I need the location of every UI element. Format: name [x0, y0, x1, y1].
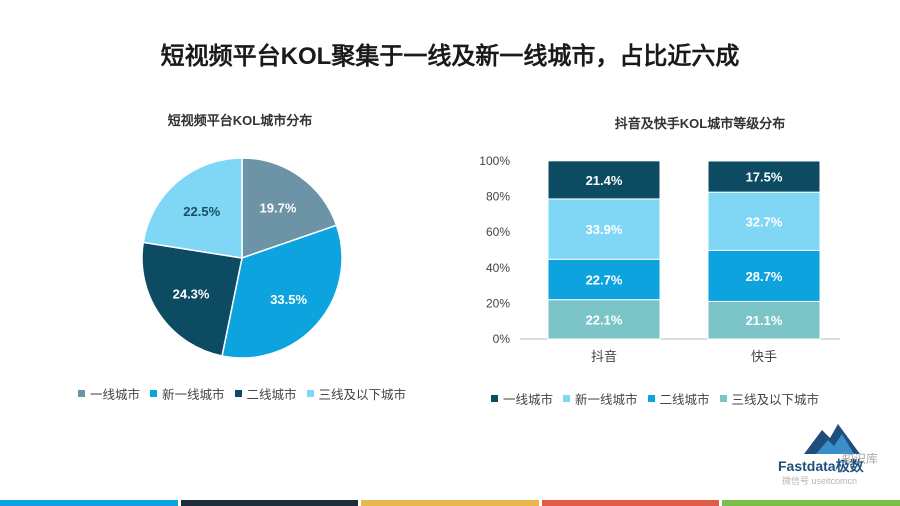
bar-legend: 一线城市 新一线城市 二线城市 三线及以下城市: [491, 389, 829, 408]
y-tick-label: 0%: [493, 332, 511, 346]
bottom-bar-segment: [541, 500, 720, 506]
legend-item: 一线城市: [491, 389, 553, 408]
pie-slice: [221, 224, 343, 359]
legend-item: 二线城市: [234, 384, 297, 403]
bar-data-label: 32.7%: [746, 214, 783, 229]
y-tick-label: 80%: [486, 190, 510, 204]
legend-label: 新一线城市: [575, 393, 638, 407]
legend-label: 新一线城市: [162, 388, 225, 402]
legend-item: 三线及以下城市: [719, 389, 820, 408]
bar-segment: [547, 198, 661, 260]
legend-item: 一线城市: [78, 384, 140, 403]
bar-data-label: 22.1%: [586, 312, 623, 327]
pie-slice: [142, 157, 243, 259]
stacked-bar-chart: 0% 20% 40% 60% 80% 100% 22.1% 22.7% 33.9% 21.4% 抖音…: [479, 154, 840, 364]
legend-item: 二线城市: [647, 389, 710, 408]
pie-chart: 19.7% 33.5% 24.3% 22.5%: [141, 157, 343, 359]
bar-segment: [547, 160, 661, 200]
bar-segment: [547, 299, 661, 340]
page-title: 短视频平台KOL聚集于一线及新一线城市，占比近六成: [160, 43, 740, 70]
x-category-label: 快手: [751, 349, 777, 364]
bar-data-label: 22.7%: [586, 272, 623, 287]
legend-item: 三线及以下城市: [306, 384, 407, 403]
bottom-bar-segment: [722, 500, 900, 506]
bar-data-label: 33.9%: [586, 222, 623, 237]
bottom-bar-segment: [361, 500, 539, 506]
legend-swatch: [78, 390, 85, 397]
legend-swatch: [150, 390, 158, 397]
brand-logo: Fastdata极数 知识库 微信号 useitcomcn: [778, 420, 888, 492]
bar-data-label: 28.7%: [746, 269, 783, 284]
legend-label: 二线城市: [659, 393, 710, 407]
bar-segment: [707, 191, 821, 251]
pie-data-label: 33.5%: [270, 292, 307, 307]
bar-data-label: 21.4%: [586, 173, 623, 188]
legend-swatch: [234, 390, 242, 397]
y-tick-label: 20%: [486, 296, 510, 310]
bar-segment: [547, 258, 661, 301]
bar-data-label: 21.1%: [746, 313, 783, 328]
legend-label: 三线及以下城市: [318, 388, 407, 402]
pie-chart-title: 短视频平台KOL城市分布: [167, 113, 313, 128]
bottom-color-bar: [0, 500, 900, 506]
legend-item: 新一线城市: [563, 389, 638, 408]
bar-chart-title: 抖音及快手KOL城市等级分布: [614, 116, 786, 131]
legend-label: 二线城市: [246, 388, 297, 402]
legend-swatch: [306, 390, 314, 397]
watermark-account: 微信号 useitcomcn: [782, 476, 858, 486]
pie-data-label: 19.7%: [260, 200, 297, 215]
y-tick-label: 60%: [486, 225, 510, 239]
x-category-label: 抖音: [591, 349, 617, 364]
watermark-text: 知识库: [842, 452, 879, 466]
bar-data-label: 17.5%: [746, 170, 783, 185]
legend-label: 三线及以下城市: [731, 393, 820, 407]
brand-name: Fastdata极数: [778, 458, 864, 474]
pie-data-label: 22.5%: [183, 204, 220, 219]
pie-legend: 一线城市 新一线城市 二线城市 三线及以下城市: [78, 384, 416, 403]
pie-data-label: 24.3%: [173, 286, 210, 301]
legend-swatch: [647, 395, 655, 402]
legend-label: 一线城市: [503, 393, 554, 407]
y-tick-label: 40%: [486, 261, 510, 275]
legend-swatch: [491, 395, 498, 402]
y-tick-label: 100%: [479, 154, 510, 168]
legend-item: 新一线城市: [150, 384, 225, 403]
bar-segment: [707, 160, 821, 193]
bar-segment: [707, 300, 821, 340]
legend-label: 一线城市: [90, 388, 141, 402]
legend-swatch: [719, 395, 727, 402]
mountain-logo-icon: [804, 424, 860, 454]
legend-swatch: [563, 395, 571, 402]
bottom-bar-segment: [180, 500, 359, 506]
pie-slice: [141, 241, 243, 357]
bar-segment: [707, 249, 821, 302]
bottom-bar-segment: [0, 500, 178, 506]
